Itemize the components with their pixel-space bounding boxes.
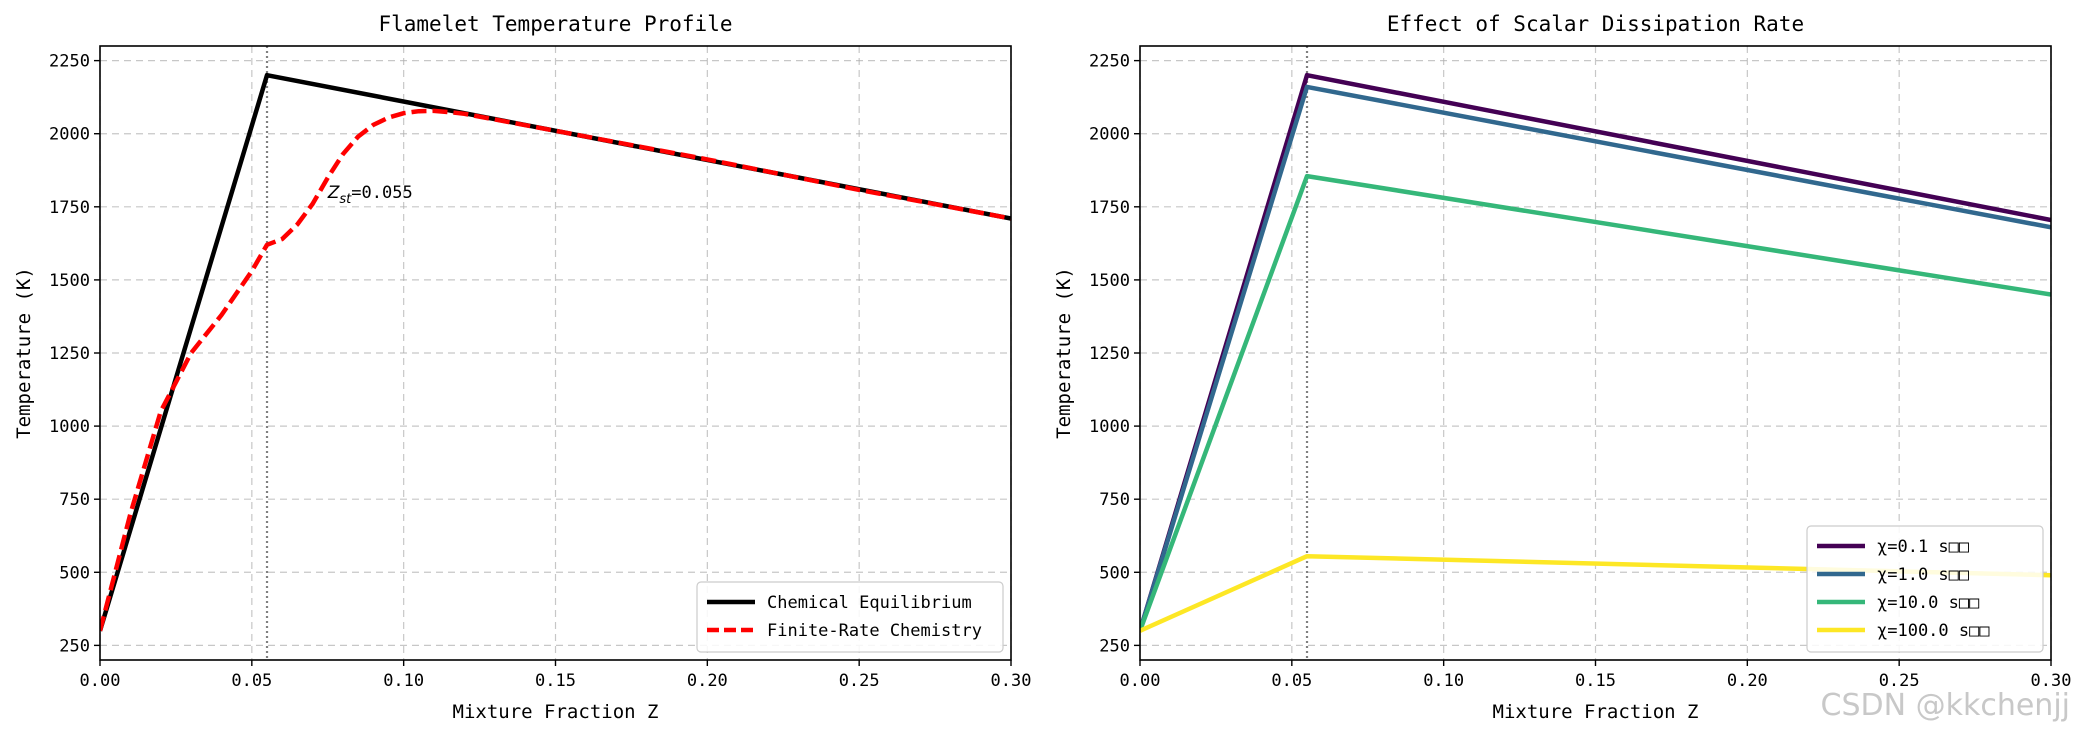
x-axis-label: Mixture Fraction Z <box>1493 701 1699 723</box>
y-tick-label-3: 1000 <box>1089 417 1130 437</box>
y-tick-label-7: 2000 <box>1089 125 1130 145</box>
legend-box <box>1806 525 2044 653</box>
legend: χ=0.1 s□□ χ=1.0 s□□ χ=10.0 s□□ χ=100.0 s□□ <box>1806 525 2044 653</box>
y-tick-label-0: 250 <box>59 636 90 656</box>
series-group <box>100 72 1011 632</box>
legend: Chemical Equilibrium Finite-Rate Chemistr… <box>696 581 1004 653</box>
x-tick-label-2: 0.10 <box>383 671 424 691</box>
y-tick-label-8: 2250 <box>1089 52 1130 72</box>
series-group <box>1140 72 2051 633</box>
x-axis-label: Mixture Fraction Z <box>453 701 659 723</box>
x-tick-label-5: 0.25 <box>1879 671 1920 691</box>
y-tick-label-6: 1750 <box>49 198 90 218</box>
y-tick-label-5: 1500 <box>1089 271 1130 291</box>
y-tick-label-7: 2000 <box>49 125 90 145</box>
x-tick-label-2: 0.10 <box>1423 671 1464 691</box>
y-tick-label-2: 750 <box>59 490 90 510</box>
x-tick-label-1: 0.05 <box>231 671 272 691</box>
legend-label-100-0-s: χ=100.0 s□□ <box>1877 621 1990 641</box>
y-axis-label: Temperature (K) <box>1053 267 1075 439</box>
x-tick-label-0: 0.00 <box>80 671 121 691</box>
y-axis-label: Temperature (K) <box>13 267 35 439</box>
y-tick-label-4: 1250 <box>1089 344 1130 364</box>
x-tick-label-5: 0.25 <box>839 671 880 691</box>
x-tick-label-3: 0.15 <box>1575 671 1616 691</box>
x-tick-label-4: 0.20 <box>1727 671 1768 691</box>
legend-label-10-0-s: χ=10.0 s□□ <box>1877 593 1980 613</box>
y-tick-label-6: 1750 <box>1089 198 1130 218</box>
legend-label-finite-rate-chemistry: Finite-Rate Chemistry <box>767 621 982 641</box>
chart-scalar-dissipation-rate: 0.00 0.05 0.10 0.15 0.20 0.25 0.30 250 500 750 100… <box>1053 12 2071 723</box>
y-tick-label-5: 1500 <box>49 271 90 291</box>
chart-title: Effect of Scalar Dissipation Rate <box>1387 12 1804 36</box>
annotation-zst: Zst=0.055 <box>327 183 413 207</box>
x-tick-label-0: 0.00 <box>1120 671 1161 691</box>
y-tick-label-8: 2250 <box>49 52 90 72</box>
series-line-100-0-s <box>1140 553 2051 633</box>
legend-box <box>696 581 1004 653</box>
x-tick-label-3: 0.15 <box>535 671 576 691</box>
x-tick-label-1: 0.05 <box>1271 671 1312 691</box>
x-tick-label-6: 0.30 <box>2031 671 2072 691</box>
y-tick-label-1: 500 <box>59 563 90 583</box>
x-tick-label-6: 0.30 <box>991 671 1032 691</box>
series-line-1-0-s <box>1140 84 2051 632</box>
series-line-10-0-s <box>1140 173 2051 632</box>
legend-label-chemical-equilibrium: Chemical Equilibrium <box>767 593 972 613</box>
chart-flamelet-temperature-profile: Zst=0.055 0.00 0.05 0.10 0.15 0.20 0.25 0.30 250… <box>13 12 1031 723</box>
y-tick-label-1: 500 <box>1099 563 1130 583</box>
y-tick-label-2: 750 <box>1099 490 1130 510</box>
series-line-finite-rate-chemistry <box>100 108 1011 632</box>
watermark: CSDN @kkchenjj <box>1821 688 2070 723</box>
legend-label-1-0-s: χ=1.0 s□□ <box>1877 565 1970 585</box>
y-tick-label-3: 1000 <box>49 417 90 437</box>
chart-title: Flamelet Temperature Profile <box>378 12 732 36</box>
y-tick-label-4: 1250 <box>49 344 90 364</box>
legend-label-0-1-s: χ=0.1 s□□ <box>1877 537 1970 557</box>
y-tick-label-0: 250 <box>1099 636 1130 656</box>
x-tick-label-4: 0.20 <box>687 671 728 691</box>
